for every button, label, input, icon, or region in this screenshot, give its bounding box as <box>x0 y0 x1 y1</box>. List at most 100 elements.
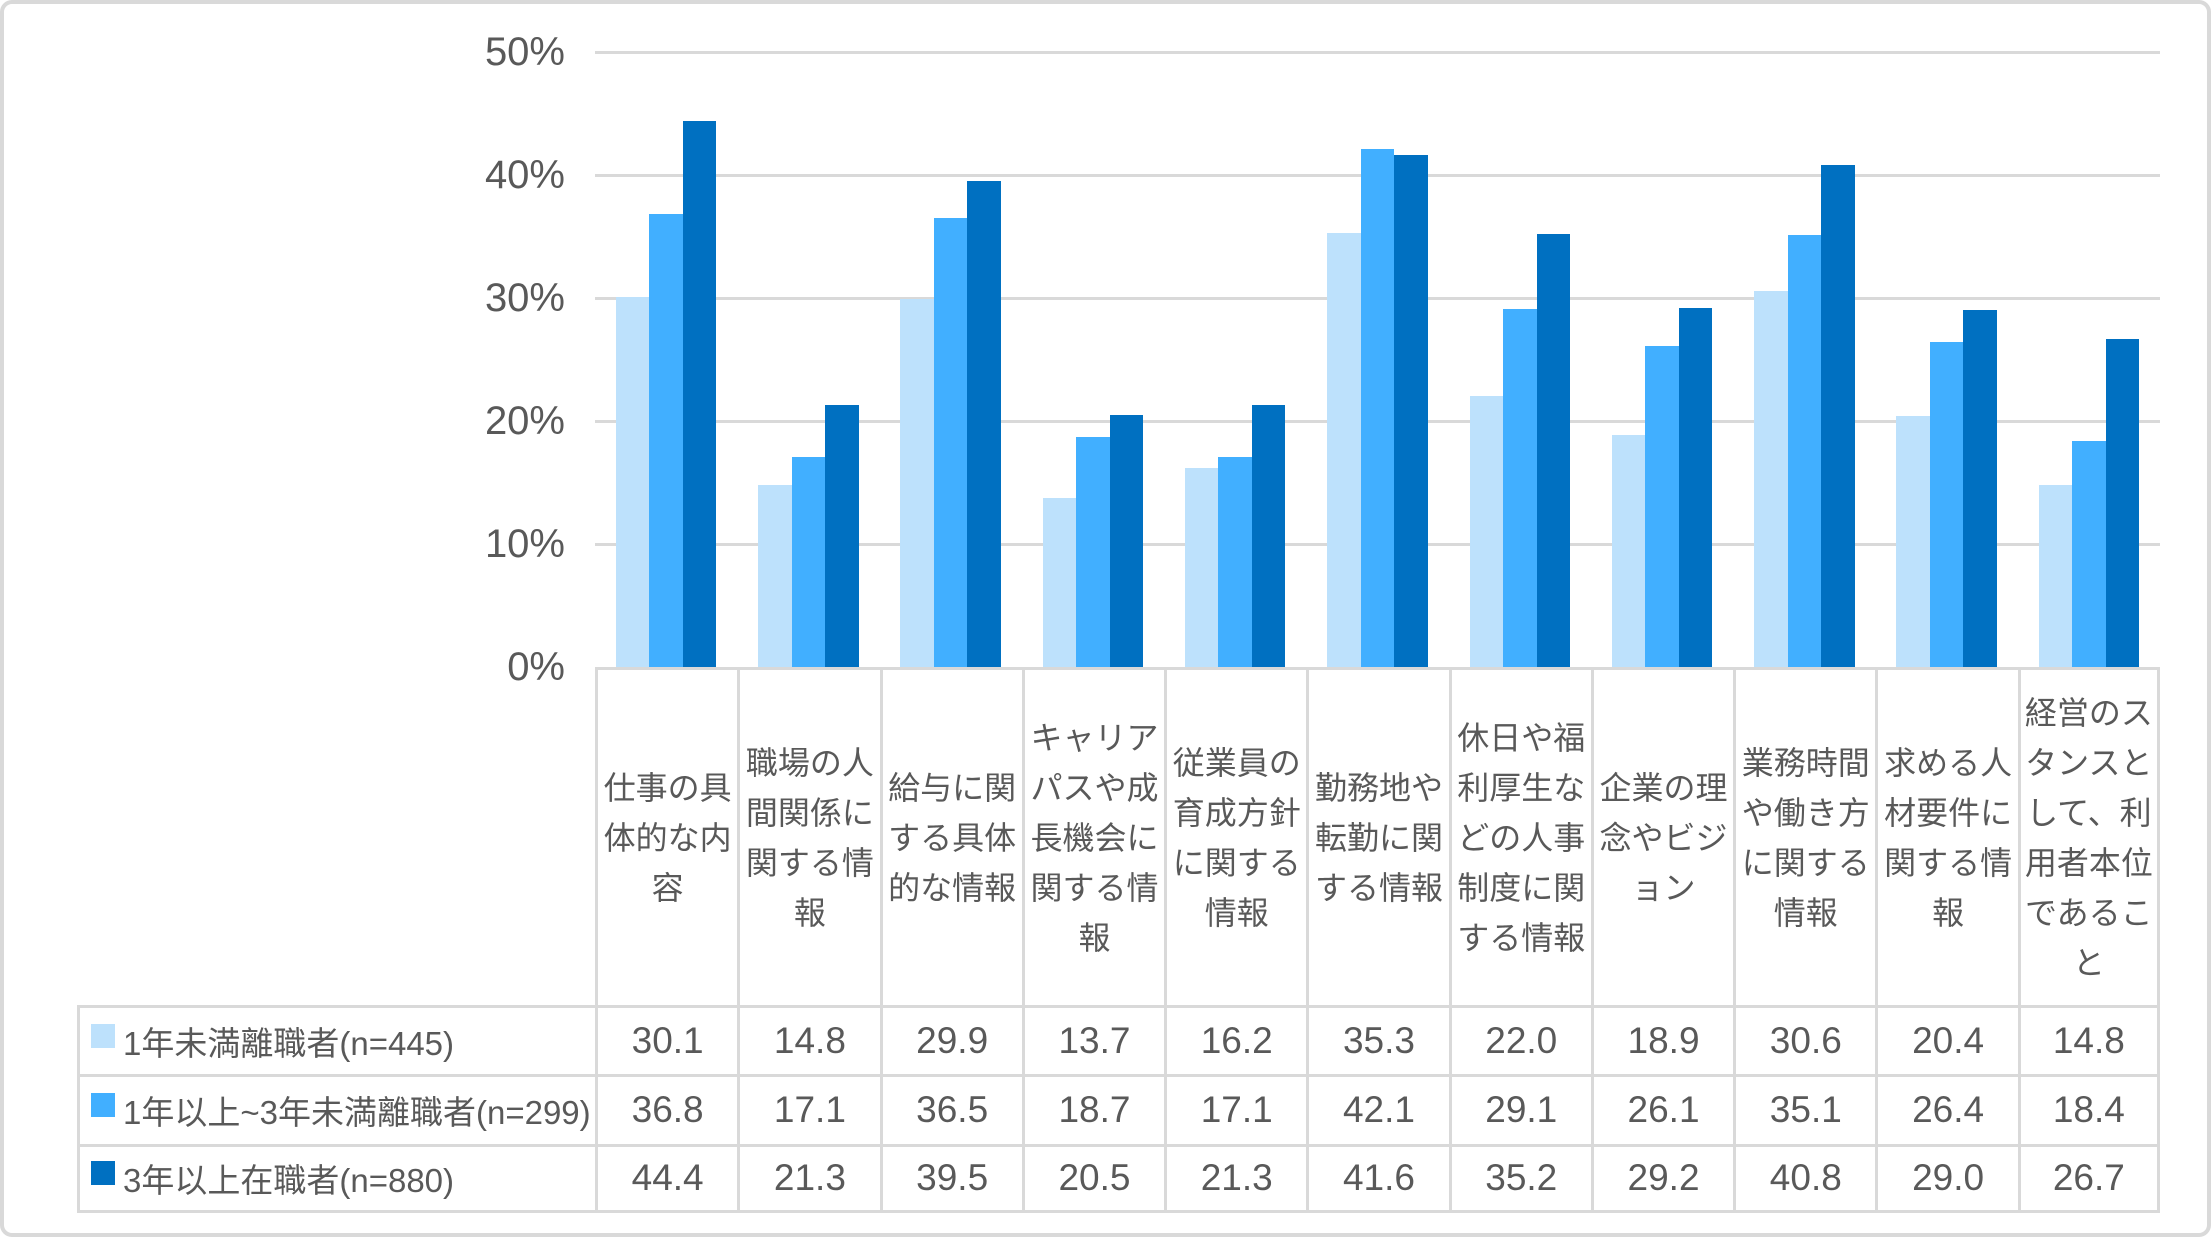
category-label: 企業の理念やビジョン <box>1599 769 1728 906</box>
category-label: 求める人材要件に関する情報 <box>1884 744 2013 931</box>
bar-series2-cat9 <box>1787 235 1822 667</box>
value-cell-series1-cat5: 16.2 <box>1164 1005 1307 1075</box>
bar-series1-cat7 <box>1469 396 1504 667</box>
category-label: 従業員の育成方針に関する情報 <box>1172 744 1301 931</box>
bar-series1-cat2 <box>758 484 792 667</box>
bar-series3-cat4 <box>1109 414 1144 667</box>
category-label: 業務時間や働き方に関する情報 <box>1741 744 1870 931</box>
bar-series1-cat1 <box>615 296 650 667</box>
value-cell-series2-cat10: 26.4 <box>1875 1074 2018 1144</box>
category-label: 経営のスタンスとして、利用者本位であること <box>2024 694 2153 981</box>
value-cell-series3-cat6: 41.6 <box>1306 1143 1449 1213</box>
value-cell-series3-cat11: 26.7 <box>2017 1143 2160 1213</box>
bar-series3-cat7 <box>1536 234 1571 667</box>
bar-series3-cat9 <box>1821 165 1855 667</box>
bar-series2-cat3 <box>933 218 968 667</box>
value-cell-series3-cat1: 44.4 <box>595 1143 738 1213</box>
value-cell-series2-cat5: 17.1 <box>1164 1074 1307 1144</box>
category-label: キャリアパスや成長機会に関する情報 <box>1030 719 1159 956</box>
value-cell-series1-cat8: 18.9 <box>1590 1005 1734 1075</box>
value-cell-series3-cat7: 35.2 <box>1448 1143 1591 1213</box>
plot-area <box>595 50 2160 667</box>
category-label: 給与に関する具体的な情報 <box>888 769 1017 906</box>
bar-series1-cat6 <box>1327 232 1361 667</box>
bar-series2-cat1 <box>649 214 683 667</box>
legend-series-name: 3年以上在職者(n=880) <box>123 1162 455 1200</box>
category-header-cell: 仕事の具体的な内容 <box>595 667 738 1005</box>
value-cell-series3-cat4: 20.5 <box>1021 1143 1165 1213</box>
value-cell-series1-cat1: 30.1 <box>595 1005 738 1075</box>
value-cell-series1-cat11: 14.8 <box>2017 1005 2160 1075</box>
bar-series2-cat2 <box>791 456 826 667</box>
category-header-cell: 給与に関する具体的な情報 <box>879 667 1022 1005</box>
value-cell-series2-cat9: 35.1 <box>1733 1074 1876 1144</box>
y-axis-tick-label: 20% <box>484 399 565 443</box>
legend-cell-series1: 1年未満離職者(n=445) <box>77 1005 595 1075</box>
category-header-cell: 求める人材要件に関する情報 <box>1875 667 2018 1005</box>
value-cell-series1-cat3: 29.9 <box>879 1005 1022 1075</box>
value-cell-series1-cat4: 13.7 <box>1021 1005 1165 1075</box>
bar-series3-cat8 <box>1678 307 1713 667</box>
value-cell-series3-cat3: 39.5 <box>879 1143 1022 1213</box>
category-header-cell: キャリアパスや成長機会に関する情報 <box>1021 667 1165 1005</box>
value-cell-series2-cat7: 29.1 <box>1448 1074 1591 1144</box>
bar-series1-cat8 <box>1611 434 1646 667</box>
bar-series1-cat5 <box>1184 467 1219 667</box>
value-cell-series3-cat2: 21.3 <box>737 1143 880 1213</box>
legend-cell-series2: 1年以上~3年未満離職者(n=299) <box>77 1074 595 1144</box>
value-cell-series2-cat6: 42.1 <box>1306 1074 1449 1144</box>
legend-swatch-icon <box>91 1024 115 1049</box>
bar-series1-cat11 <box>2038 484 2073 667</box>
bar-series3-cat1 <box>682 120 717 667</box>
data-table: 仕事の具体的な内容 職場の人間関係に関する情報 給与に関する具体的な情報 キャリアパス… <box>77 667 2160 1213</box>
table-corner-spacer <box>77 667 595 1005</box>
value-cell-series3-cat5: 21.3 <box>1164 1143 1307 1213</box>
legend-series-name: 1年未満離職者(n=445) <box>123 1025 455 1063</box>
bar-series2-cat5 <box>1218 456 1252 667</box>
bar-series3-cat2 <box>825 405 859 667</box>
value-cell-series2-cat4: 18.7 <box>1021 1074 1165 1144</box>
bar-series1-cat4 <box>1042 498 1077 667</box>
bar-series2-cat7 <box>1503 309 1537 667</box>
value-cell-series2-cat1: 36.8 <box>595 1074 738 1144</box>
y-axis-tick-label: 10% <box>484 522 565 566</box>
bar-series3-cat10 <box>1963 310 1997 667</box>
value-cell-series3-cat9: 40.8 <box>1733 1143 1876 1213</box>
y-axis-tick-label: 50% <box>484 30 565 74</box>
bar-series2-cat11 <box>2072 440 2106 667</box>
bar-series1-cat3 <box>900 299 934 667</box>
bar-series3-cat11 <box>2105 338 2140 667</box>
value-cell-series2-cat8: 26.1 <box>1590 1074 1734 1144</box>
value-cell-series1-cat10: 20.4 <box>1875 1005 2018 1075</box>
category-header-cell: 企業の理念やビジョン <box>1590 667 1734 1005</box>
category-header-cell: 勤務地や転勤に関する情報 <box>1306 667 1449 1005</box>
value-cell-series2-cat3: 36.5 <box>879 1074 1022 1144</box>
value-cell-series1-cat6: 35.3 <box>1306 1005 1449 1075</box>
category-label: 仕事の具体的な内容 <box>603 769 732 906</box>
bar-series2-cat8 <box>1645 345 1679 667</box>
bar-series2-cat10 <box>1929 342 1964 667</box>
value-cell-series1-cat2: 14.8 <box>737 1005 880 1075</box>
legend-swatch-icon <box>91 1093 115 1118</box>
value-cell-series2-cat11: 18.4 <box>2017 1074 2160 1144</box>
legend-series-name: 1年以上~3年未満離職者(n=299) <box>123 1094 591 1132</box>
bar-series1-cat9 <box>1754 290 1788 667</box>
category-label: 職場の人間関係に関する情報 <box>745 744 874 931</box>
y-axis-tick-label: 40% <box>484 153 565 197</box>
category-header-cell: 業務時間や働き方に関する情報 <box>1733 667 1876 1005</box>
category-label: 勤務地や転勤に関する情報 <box>1314 769 1443 906</box>
gridline-50 <box>595 50 2160 54</box>
value-cell-series2-cat2: 17.1 <box>737 1074 880 1144</box>
bar-series3-cat6 <box>1394 155 1428 667</box>
bar-series2-cat6 <box>1360 149 1395 667</box>
bar-series3-cat3 <box>967 181 1001 667</box>
bar-series3-cat5 <box>1251 405 1286 667</box>
legend-cell-series3: 3年以上在職者(n=880) <box>77 1143 595 1213</box>
bar-series1-cat10 <box>1896 416 1930 667</box>
category-header-cell: 休日や福利厚生などの人事制度に関する情報 <box>1448 667 1591 1005</box>
category-label: 休日や福利厚生などの人事制度に関する情報 <box>1457 719 1586 956</box>
value-cell-series1-cat7: 22.0 <box>1448 1005 1591 1075</box>
value-cell-series3-cat10: 29.0 <box>1875 1143 2018 1213</box>
y-axis: 0% 10% 20% 30% 40% 50% <box>4 4 565 1233</box>
